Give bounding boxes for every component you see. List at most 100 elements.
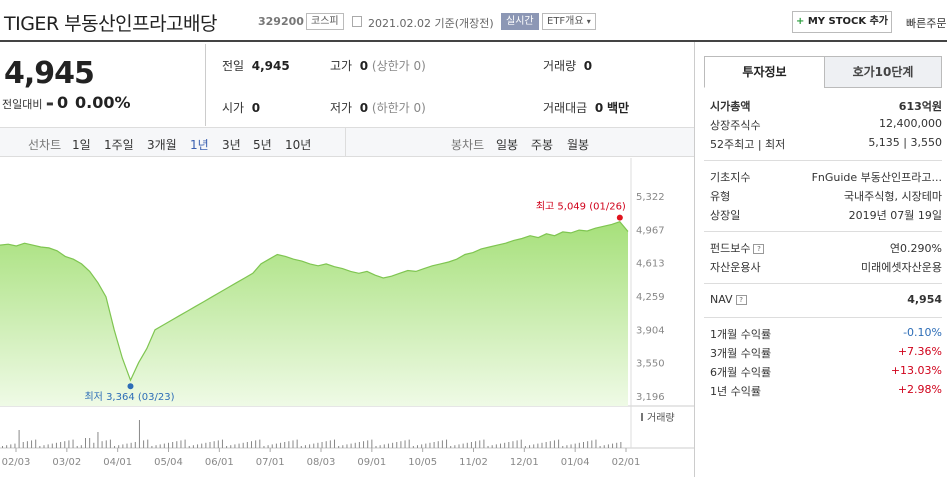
nav-row: NAV? 4,954 (710, 293, 942, 311)
divider (704, 283, 942, 284)
volume-bar (587, 441, 589, 448)
amount-value: 0 (594, 101, 604, 115)
volume-bar (408, 439, 410, 448)
tab-monthly[interactable]: 월봉 (567, 138, 590, 152)
volume-bar (72, 439, 74, 448)
calendar-icon (352, 16, 362, 27)
stock-title: TIGER 부동산인프라고배당 (4, 13, 218, 35)
change-label: 전일대비 (2, 98, 43, 111)
volume-bar (35, 439, 37, 448)
y-tick-label: 3,196 (636, 392, 665, 403)
volume-bar (371, 439, 373, 448)
volume-bar (566, 445, 568, 448)
tab-1d[interactable]: 1일 (72, 138, 91, 152)
index-value: FnGuide 부동산인프라고... (811, 171, 942, 184)
volume-bar (188, 446, 190, 448)
tab-1y[interactable]: 1년 (190, 138, 209, 152)
volume-bar (64, 441, 66, 448)
volume-bar (342, 445, 344, 448)
volume-bar (300, 446, 302, 448)
tab-10y[interactable]: 10년 (285, 138, 312, 152)
volume-bar (375, 446, 377, 448)
help-icon[interactable]: ? (753, 244, 765, 254)
volume-bar (354, 442, 356, 448)
volume-bar (412, 446, 414, 448)
volume-bar (271, 444, 273, 448)
manager-label: 자산운용사 (710, 261, 761, 274)
volume-bar (6, 445, 8, 448)
tab-3m[interactable]: 3개월 (147, 138, 177, 152)
return-1y-value: +2.98% (897, 383, 942, 396)
x-tick-label: 05/04 (154, 457, 183, 468)
high-annotation: 최고 5,049 (01/26) (536, 201, 626, 213)
volume-value: 0 (583, 59, 593, 73)
volume-bar (346, 444, 348, 448)
type-value: 국내주식형, 시장테마 (843, 190, 942, 203)
y-tick-label: 5,322 (636, 192, 665, 203)
type-row: 유형 국내주식형, 시장테마 (710, 188, 942, 206)
volume-bar (417, 445, 418, 448)
open-value: 0 (251, 101, 261, 115)
x-tick-label: 01/04 (561, 457, 590, 468)
x-tick-label: 08/03 (307, 457, 336, 468)
volume-bar (151, 446, 153, 448)
market-cap-label: 시가총액 (710, 100, 751, 113)
high-label: 고가 (330, 59, 353, 73)
volume-bar (251, 441, 252, 448)
tab-1w[interactable]: 1주일 (104, 138, 134, 152)
return-3m-label: 3개월 수익률 (710, 347, 772, 360)
x-tick-label: 09/01 (357, 457, 386, 468)
quick-order-link[interactable]: 빠른주문 (906, 17, 947, 30)
high-marker (616, 214, 623, 221)
volume-bar (553, 440, 555, 448)
volume-bar (68, 440, 70, 448)
volume-bar (583, 442, 584, 448)
add-mystock-label: MY STOCK 추가 (807, 16, 889, 27)
volume-bar (246, 442, 248, 448)
volume-bar (292, 440, 294, 448)
volume-bar (479, 440, 481, 448)
volume-bar (217, 440, 219, 448)
volume-bar (280, 442, 282, 448)
date-value: 2021.02.02 (368, 17, 431, 30)
tab-investment-info[interactable]: 투자정보 (704, 56, 825, 88)
help-icon[interactable]: ? (735, 295, 747, 305)
price-area (0, 221, 628, 406)
volume-bar (396, 442, 398, 448)
volume-bar (267, 445, 269, 448)
return-1m-value: -0.10% (903, 326, 942, 339)
panel-divider (694, 42, 695, 477)
price-chart[interactable]: 5,322 4,967 4,613 4,259 3,904 3,550 3,196 02/0… (0, 158, 695, 477)
tab-daily[interactable]: 일봉 (496, 138, 519, 152)
tab-3y[interactable]: 3년 (222, 138, 241, 152)
add-mystock-button[interactable]: + MY STOCK 추가 (792, 11, 892, 33)
volume-bar (470, 442, 472, 448)
volume-bar (607, 444, 609, 448)
tab-5y[interactable]: 5년 (253, 138, 272, 152)
volume-bar (612, 443, 614, 448)
volume-bar (39, 446, 41, 448)
tab-weekly[interactable]: 주봉 (531, 138, 554, 152)
prev-close-label: 전일 (222, 59, 245, 73)
volume-bar (259, 439, 261, 448)
volume-bar (458, 444, 460, 448)
volume-bar (570, 444, 572, 448)
x-tick-label: 12/01 (510, 457, 539, 468)
volume-bar (205, 442, 207, 448)
change-value: 0 (57, 93, 69, 112)
tab-divider (345, 128, 346, 157)
x-tick-label: 02/03 (2, 457, 31, 468)
realtime-badge[interactable]: 실시간 (501, 13, 539, 30)
volume-bar (317, 442, 319, 448)
volume-bar (304, 445, 306, 448)
flat-icon: ▬ (46, 99, 54, 108)
market-badge: 코스피 (306, 13, 344, 30)
etf-overview-dropdown[interactable]: ETF개요 ▾ (542, 13, 596, 30)
stock-code: 329200 (258, 15, 304, 28)
volume-bar (105, 440, 107, 448)
etf-overview-label: ETF개요 (547, 16, 584, 27)
tab-hoga-10[interactable]: 호가10단계 (824, 56, 942, 88)
52w-row: 52주최고 | 최저 5,135 | 3,550 (710, 136, 942, 154)
volume-bar (541, 442, 543, 448)
volume-label: 거래량 (543, 59, 577, 73)
